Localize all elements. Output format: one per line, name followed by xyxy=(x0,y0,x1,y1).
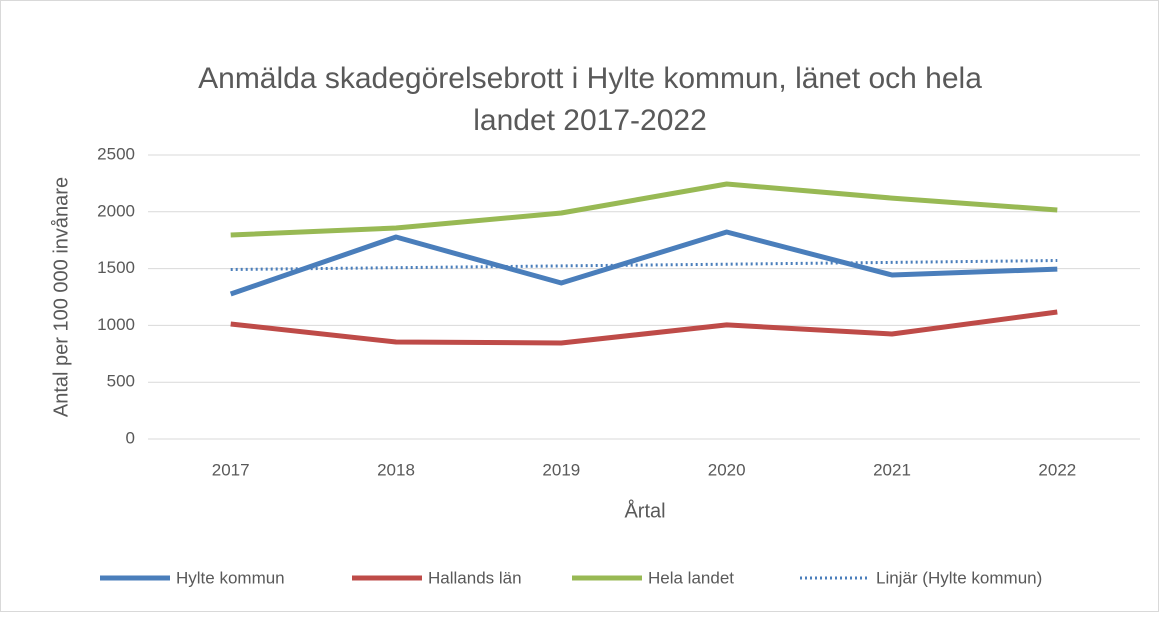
legend-label: Hela landet xyxy=(648,568,734,587)
series-line xyxy=(230,309,1058,346)
y-tick-label: 0 xyxy=(126,428,135,447)
x-tick-label: 2018 xyxy=(377,460,415,479)
y-tick-label: 1500 xyxy=(97,258,135,277)
x-tick-label: 2019 xyxy=(542,460,580,479)
y-tick-label: 1000 xyxy=(97,315,135,334)
series-line xyxy=(229,229,1058,297)
x-axis-label: Årtal xyxy=(624,499,665,522)
y-tick-label: 2000 xyxy=(97,201,135,220)
legend-label: Hylte kommun xyxy=(176,568,285,587)
y-tick-label: 2500 xyxy=(97,144,135,163)
chart-title-line2: landet 2017-2022 xyxy=(473,104,707,137)
x-tick-label: 2022 xyxy=(1038,460,1076,479)
x-tick-label: 2017 xyxy=(212,460,250,479)
x-tick-label: 2021 xyxy=(873,460,911,479)
legend-label: Hallands län xyxy=(428,568,522,587)
chart-title-line1: Anmälda skadegörelsebrott i Hylte kommun… xyxy=(198,62,982,95)
legend-label: Linjär (Hylte kommun) xyxy=(876,568,1042,587)
y-axis-label: Antal per 100 000 invånare xyxy=(50,177,72,417)
y-tick-label: 500 xyxy=(107,372,135,391)
series-line xyxy=(230,181,1058,238)
x-tick-label: 2020 xyxy=(708,460,746,479)
